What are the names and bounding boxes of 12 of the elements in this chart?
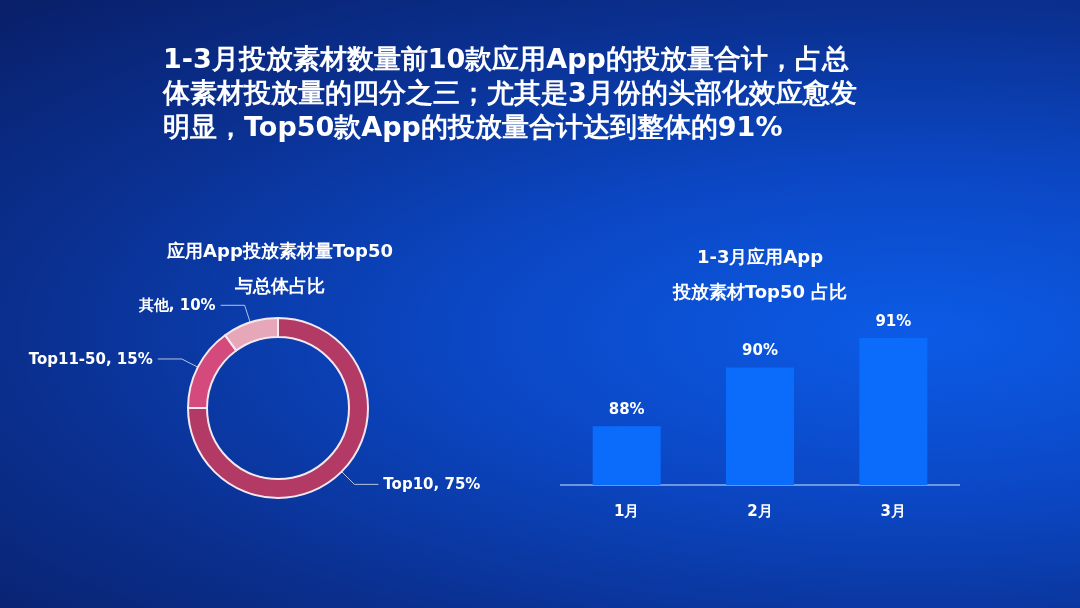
x-tick-label: 3月 — [880, 501, 907, 520]
slice-label: Top10, 75% — [383, 475, 481, 494]
slice-label: 其他, 10% — [137, 296, 216, 315]
chart-title: 应用App投放素材量Top50 与总体占比 — [166, 240, 393, 296]
x-tick-label: 2月 — [747, 501, 773, 520]
x-tick-label: 1月 — [613, 501, 640, 520]
text: 1-3月投放素材数量前10款应用App的投放量合计，占总体素材投放量的四分之三；尤其是3月份的头部化效应愈发明显，Top50款App的投放量合计达到整体的91% — [163, 42, 858, 144]
slice-label: Top11-50, 15% — [28, 349, 153, 368]
chart-title: 1-3月应用App 投放素材Top50 占比 — [671, 246, 848, 302]
data-label: 88% — [608, 399, 645, 418]
data-label: 91% — [875, 311, 912, 330]
data-label: 90% — [742, 340, 778, 359]
